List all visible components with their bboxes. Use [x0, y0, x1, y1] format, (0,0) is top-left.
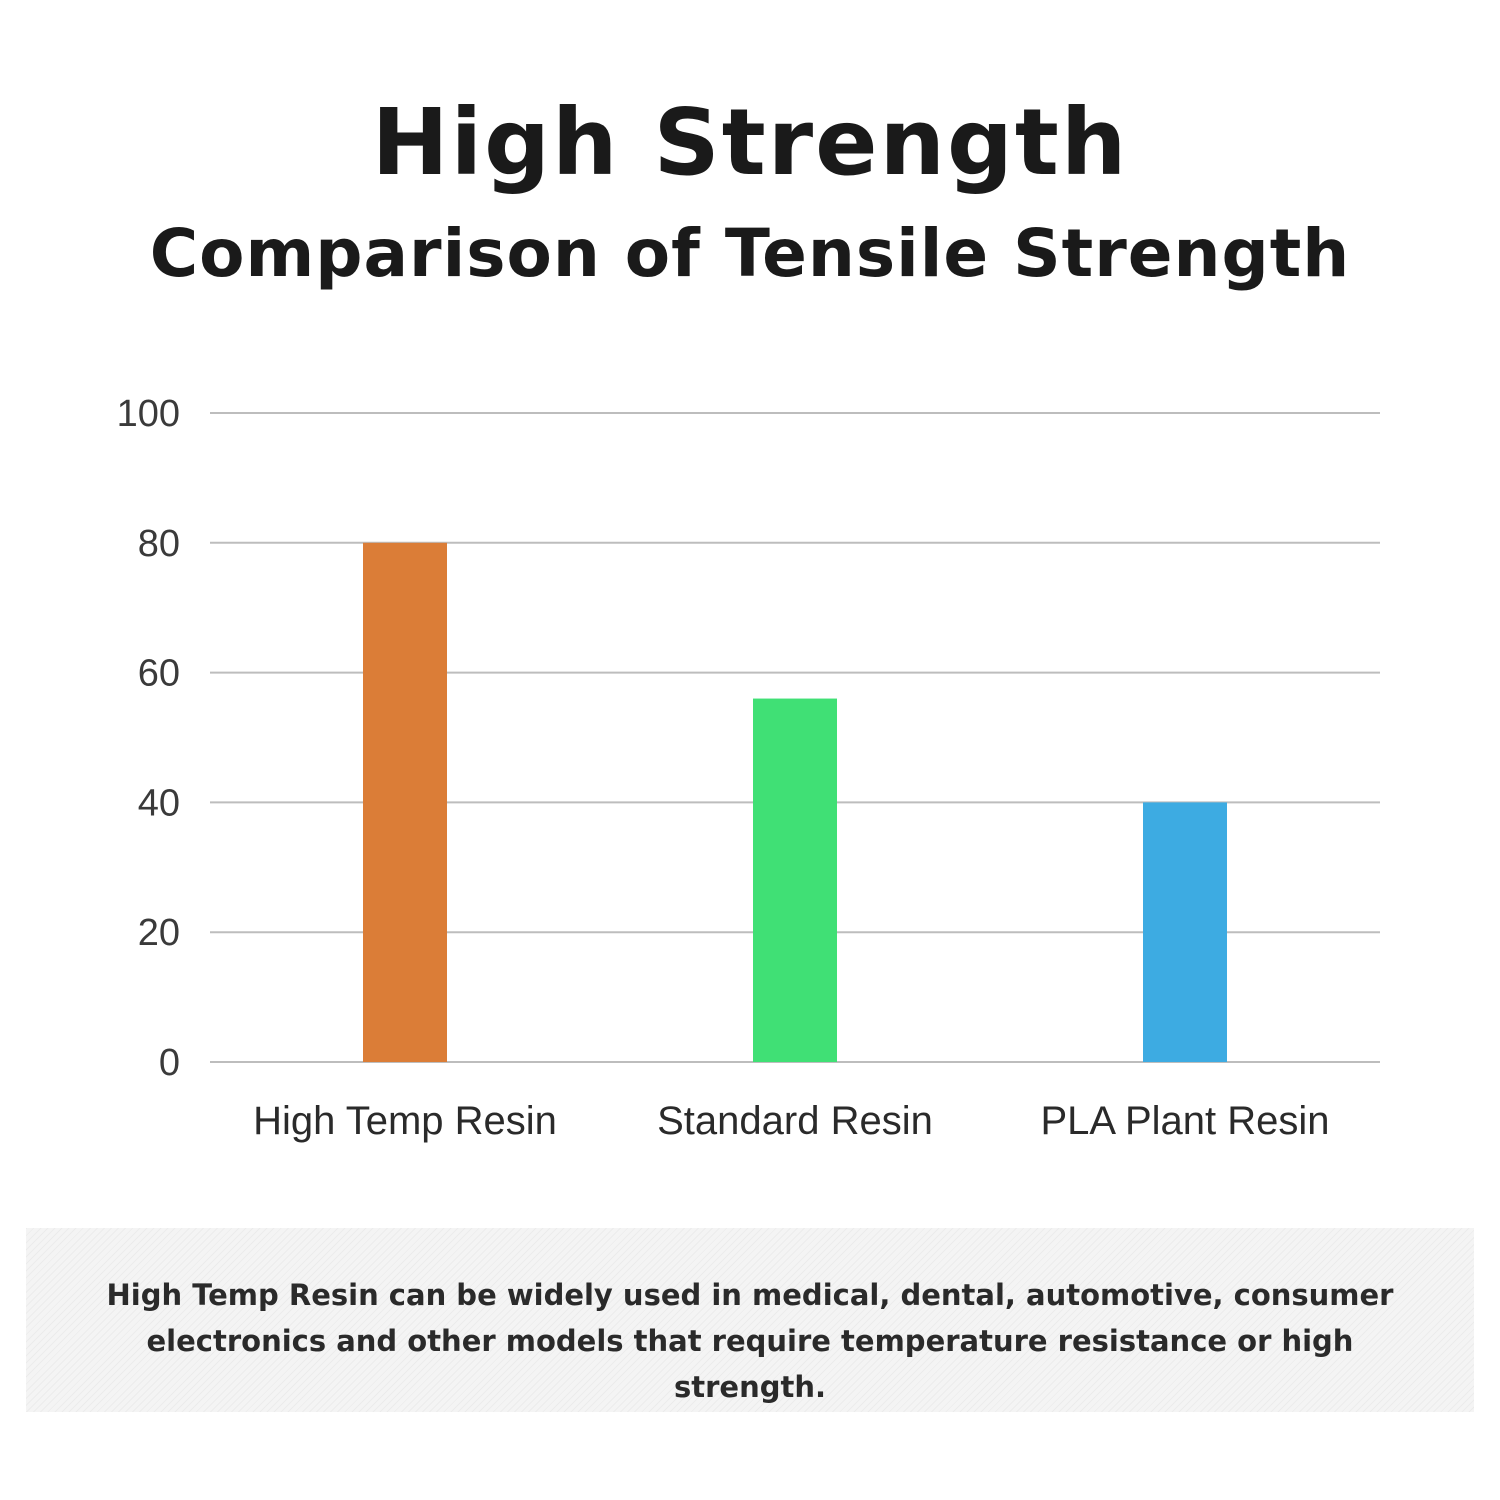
page-title: High Strength	[371, 89, 1129, 196]
y-tick-label: 20	[138, 912, 180, 954]
bar-high-temp-resin	[363, 542, 447, 1062]
y-tick-label: 80	[138, 523, 180, 565]
chart-subtitle: Comparison of Tensile Strength	[149, 215, 1351, 292]
x-category-label: High Temp Resin	[253, 1099, 557, 1143]
y-tick-label: 60	[138, 653, 180, 695]
description-box: High Temp Resin can be widely used in me…	[26, 1228, 1474, 1412]
bar-standard-resin	[753, 698, 837, 1062]
y-tick-label: 100	[117, 393, 180, 435]
y-tick-label: 40	[138, 782, 180, 824]
description-text: High Temp Resin can be widely used in me…	[106, 1278, 1394, 1404]
y-tick-label: 0	[159, 1042, 180, 1084]
x-category-label: PLA Plant Resin	[1040, 1099, 1329, 1143]
x-category-label: Standard Resin	[657, 1099, 933, 1143]
bar-pla-plant-resin	[1143, 802, 1227, 1062]
